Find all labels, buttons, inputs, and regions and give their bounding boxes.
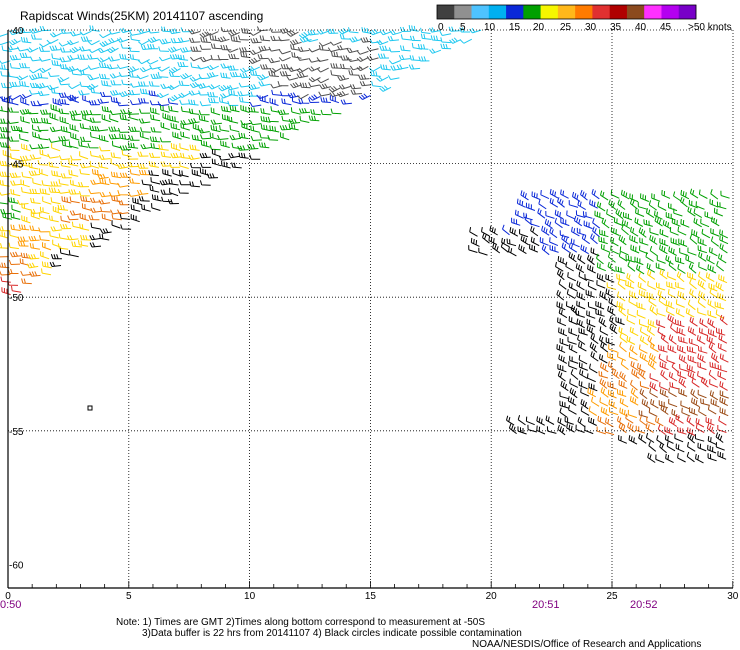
- legend-swatch: [437, 5, 455, 19]
- legend-label: 15: [509, 22, 521, 33]
- legend-swatch: [661, 5, 680, 19]
- legend-label: 0: [438, 22, 444, 33]
- lon-label: 25: [606, 591, 618, 602]
- lon-label: 20: [486, 591, 498, 602]
- legend-swatch: [609, 5, 628, 19]
- lat-label: -40: [9, 26, 24, 37]
- legend-swatch: [488, 5, 507, 19]
- legend-swatch: [557, 5, 576, 19]
- time-label-start: 0:50: [0, 599, 21, 611]
- legend-swatch: [592, 5, 610, 19]
- legend-label: 25: [560, 22, 572, 33]
- legend-label: 30: [585, 22, 597, 33]
- legend-label: 5: [460, 22, 466, 33]
- legend-swatch: [540, 5, 559, 19]
- lat-lon-grid: [8, 30, 733, 588]
- lon-label: 0: [5, 591, 11, 602]
- note-line-2: 3)Data buffer is 22 hrs from 20141107 4)…: [142, 628, 522, 639]
- legend-label: >50 knots: [688, 22, 732, 33]
- legend-swatch: [454, 5, 472, 19]
- time-label-2052: 20:52: [630, 599, 658, 611]
- legend-swatch: [523, 5, 541, 19]
- lat-label: -50: [9, 293, 24, 304]
- wind-barbs-layer: [0, 25, 730, 464]
- legend-swatch: [471, 5, 490, 19]
- legend-label: 40: [635, 22, 647, 33]
- legend-label: 35: [610, 22, 622, 33]
- legend-swatch: [626, 5, 645, 19]
- legend-label: 10: [484, 22, 496, 33]
- credit-line: NOAA/NESDIS/Office of Research and Appli…: [472, 639, 701, 650]
- lon-label: 5: [126, 591, 132, 602]
- wind-speed-legend: 0 5 10 15 20 25 30 35 40 45 >50 knots: [436, 4, 732, 33]
- map-title: Rapidscat Winds(25KM) 20141107 ascending: [20, 9, 263, 23]
- legend-swatch: [506, 5, 524, 19]
- latitude-labels: -40 -45 -50 -55 -60: [9, 26, 24, 571]
- legend-label: 45: [660, 22, 672, 33]
- lat-label: -55: [9, 427, 24, 438]
- legend-label: 20: [533, 22, 545, 33]
- lon-label: 30: [727, 591, 739, 602]
- lon-label: 10: [244, 591, 256, 602]
- lat-label: -45: [9, 160, 24, 171]
- lat-label: -60: [9, 560, 24, 571]
- contamination-circle: [87, 405, 93, 411]
- longitude-labels: 0 5 10 15 20 25 30: [5, 591, 739, 602]
- longitude-ticks: [7, 581, 734, 588]
- legend-swatch: [644, 5, 662, 19]
- lon-label: 15: [365, 591, 377, 602]
- legend-swatch: [575, 5, 593, 19]
- time-label-2051: 20:51: [532, 599, 560, 611]
- legend-swatch: [678, 5, 697, 19]
- note-line-1: Note: 1) Times are GMT 2)Times along bot…: [116, 617, 485, 628]
